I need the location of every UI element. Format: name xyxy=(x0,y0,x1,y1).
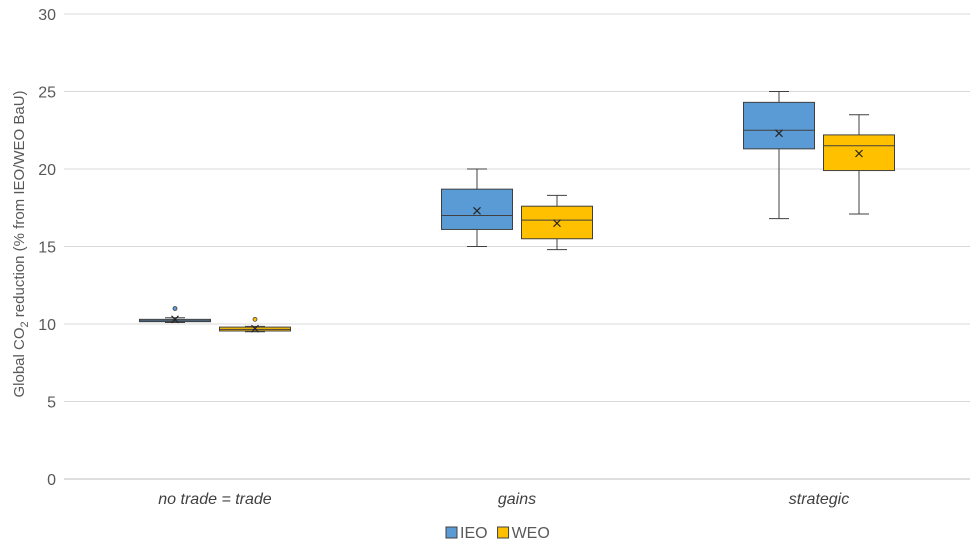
mean-marker xyxy=(473,206,481,215)
y-axis-title-prefix: Global CO xyxy=(11,327,28,397)
box-iqr xyxy=(743,101,815,150)
y-tick-label: 15 xyxy=(38,240,56,257)
x-category-label: no trade = trade xyxy=(158,491,272,508)
legend-item-ieo: IEO xyxy=(445,525,488,542)
mean-marker xyxy=(171,315,179,324)
y-axis-title-subscript: 2 xyxy=(19,321,31,327)
box-iqr xyxy=(441,188,513,230)
legend-item-weo: WEO xyxy=(497,525,550,542)
outlier-point xyxy=(252,316,258,322)
y-tick-label: 25 xyxy=(38,85,56,102)
y-tick-label: 20 xyxy=(38,162,56,179)
legend: IEO WEO xyxy=(445,525,550,542)
legend-label: IEO xyxy=(460,525,488,542)
y-axis-title-suffix: reduction (% from IEO/WEO BaU) xyxy=(11,90,28,321)
x-axis-category-labels: no trade = trade gains strategic xyxy=(158,491,849,508)
mean-marker xyxy=(553,219,561,228)
gridlines xyxy=(64,13,970,480)
y-tick-label: 0 xyxy=(47,472,56,489)
mean-marker xyxy=(251,324,259,333)
y-axis-title-group: Global CO2 reduction (% from IEO/WEO BaU… xyxy=(11,90,31,397)
y-tick-label: 30 xyxy=(38,7,56,24)
mean-marker xyxy=(775,129,783,138)
mean-marker xyxy=(855,149,863,158)
series-weo xyxy=(219,114,895,333)
box-series xyxy=(139,91,895,333)
y-tick-label: 5 xyxy=(47,395,56,412)
series-ieo xyxy=(139,91,815,324)
legend-swatch xyxy=(497,526,510,539)
legend-swatch xyxy=(445,526,458,539)
outlier-point xyxy=(172,306,178,311)
y-tick-label: 10 xyxy=(38,317,56,334)
x-category-label: strategic xyxy=(789,491,849,508)
y-axis-title: Global CO2 reduction (% from IEO/WEO BaU… xyxy=(11,90,31,397)
y-axis-tick-labels: 0 5 10 15 20 25 30 xyxy=(38,7,56,489)
legend-label: WEO xyxy=(512,525,550,542)
x-category-label: gains xyxy=(498,491,536,508)
